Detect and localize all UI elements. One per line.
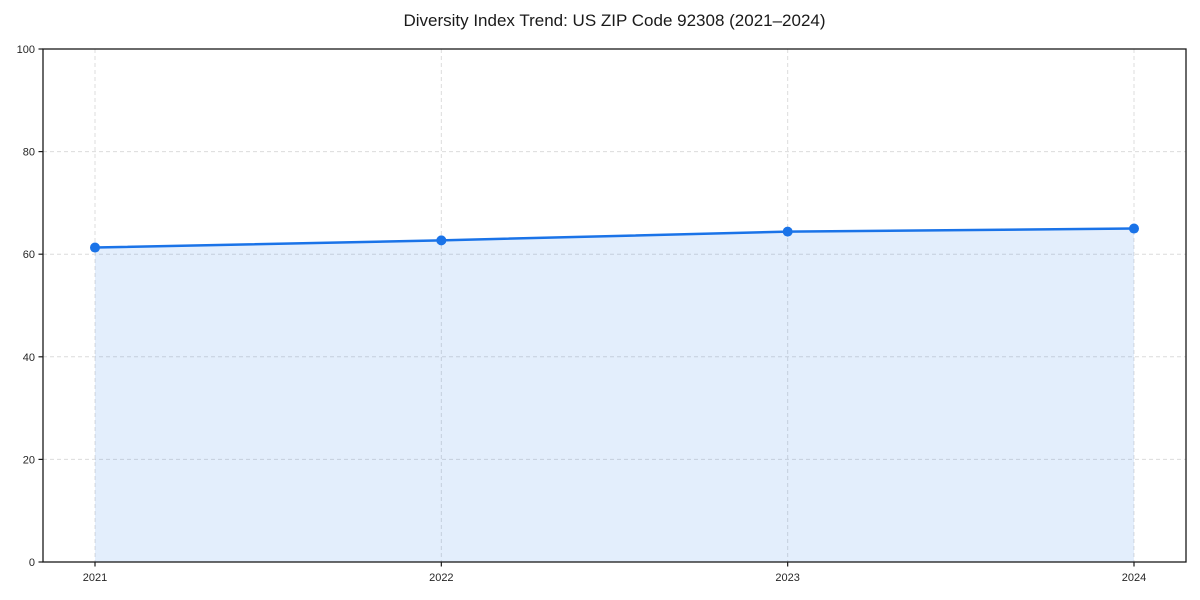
- trend-line: [93, 227, 1136, 249]
- x-axis-tick-label: 2021: [83, 572, 107, 584]
- area-fill: [95, 228, 1134, 563]
- data-point-marker: [1129, 223, 1139, 234]
- y-axis-tick-label: 100: [17, 44, 35, 56]
- data-point-marker: [90, 242, 100, 253]
- x-axis-tick-label: 2023: [775, 572, 799, 584]
- chart-title: Diversity Index Trend: US ZIP Code 92308…: [403, 11, 826, 30]
- x-axis-tick-label: 2024: [1122, 572, 1146, 584]
- y-axis-tick-label: 80: [23, 147, 35, 159]
- plot-border: [42, 48, 1187, 563]
- data-point-marker: [436, 235, 447, 246]
- y-axis-tick-label: 0: [29, 557, 35, 569]
- data-point-marker: [782, 226, 793, 237]
- x-axis-tick-label: 2022: [429, 572, 453, 584]
- y-axis-tick-label: 60: [23, 249, 35, 261]
- y-axis-tick-label: 20: [23, 454, 35, 466]
- y-axis-tick-label: 40: [23, 352, 35, 364]
